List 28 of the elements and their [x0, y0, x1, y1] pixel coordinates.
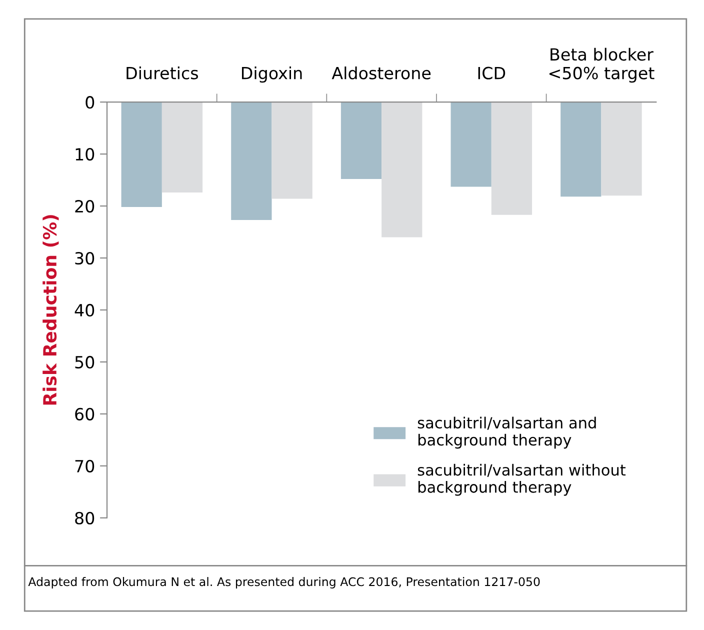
bar: [450, 102, 492, 187]
legend-label: sacubitril/valsartan without background therapy: [418, 464, 626, 496]
y-tick-label: 30: [75, 252, 94, 265]
x-tick-label: Diuretics: [126, 66, 198, 80]
text: Adapted from Okumura N et al. As presented during ACC 2016, Presentation 1217-050: [28, 577, 540, 588]
y-tick-label: 0: [86, 96, 94, 109]
x-tick-label: Beta blocker <50% target: [549, 48, 654, 83]
bar: [601, 102, 642, 196]
x-tick-label: ICD: [478, 66, 506, 80]
x-tick-label: Aldosterone: [332, 66, 431, 80]
y-tick-label: 20: [75, 200, 94, 213]
bar: [272, 102, 312, 199]
bar: [560, 102, 602, 197]
bar: [382, 102, 422, 238]
y-tick-label: 10: [76, 148, 94, 161]
bar: [121, 102, 162, 208]
bar: [231, 102, 272, 220]
y-axis-title: Risk Reduction (%): [42, 215, 59, 405]
y-tick-label: 40: [74, 304, 94, 317]
x-tick-label: Digoxin: [242, 66, 302, 83]
y-tick-label: 60: [75, 408, 94, 420]
legend-label: sacubitril/valsartan and background therapy: [418, 416, 596, 449]
bar: [491, 102, 532, 215]
y-tick-label: 70: [75, 460, 94, 472]
y-tick-label: 50: [75, 356, 94, 369]
bar: [340, 102, 382, 179]
y-tick-label: 80: [75, 512, 94, 524]
bar: [162, 102, 203, 192]
